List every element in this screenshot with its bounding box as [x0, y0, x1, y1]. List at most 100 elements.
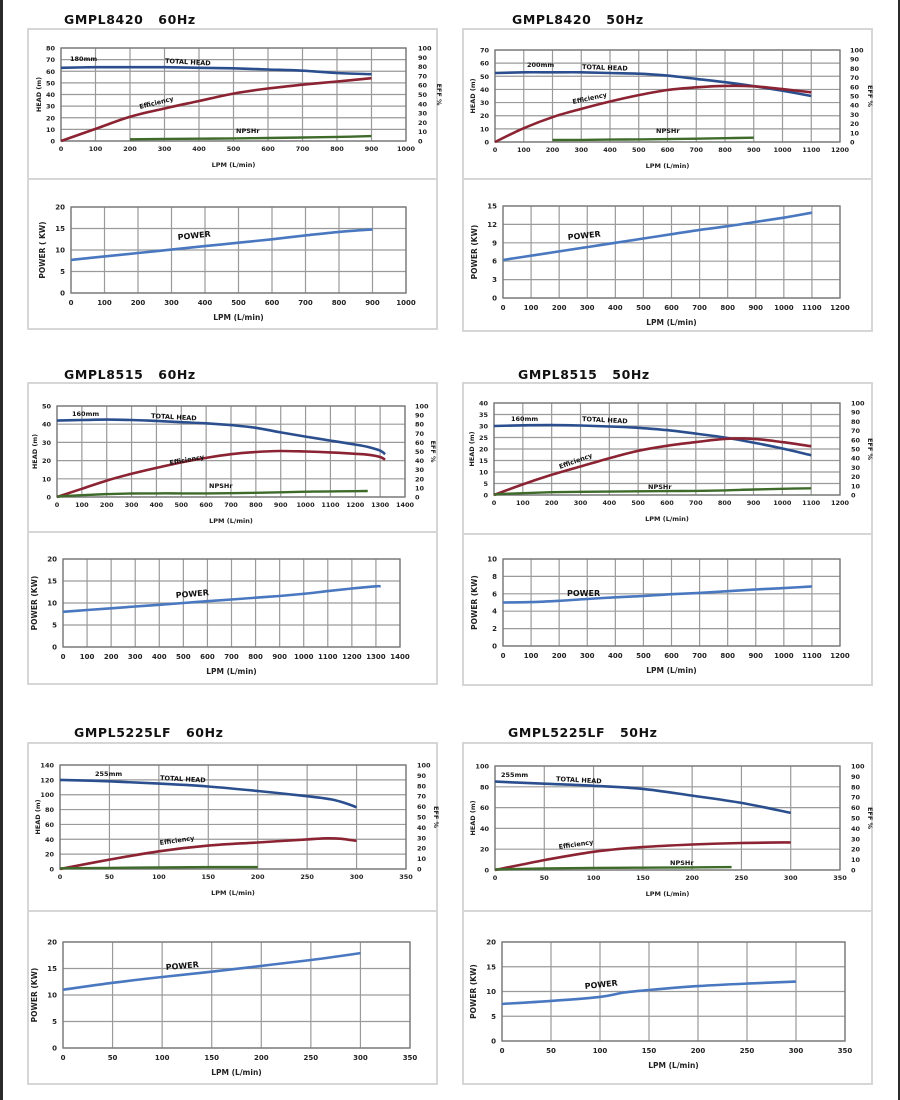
gmpl8515-50hz-head-y2tick-label: 60 — [851, 436, 861, 444]
gmpl8420-60hz-head-y2tick-label: 100 — [418, 45, 432, 53]
gmpl8420-50hz-power-xtick-label: 300 — [580, 304, 595, 312]
gmpl8515-60hz-head-xtick-label: 600 — [199, 501, 213, 509]
gmpl8420-60hz-power-xtick-label: 100 — [97, 299, 112, 307]
gmpl8420-60hz-power-y-axis-label: POWER ( KW) — [38, 221, 47, 278]
gmpl8515-50hz-head-y2tick-label: 40 — [851, 455, 861, 463]
gmpl5225lf-60hz-power-xtick-label: 250 — [304, 1054, 319, 1062]
gmpl8515-50hz-head-xtick-label: 200 — [545, 499, 559, 507]
gmpl8420-50hz-power-ytick-label: 6 — [492, 258, 497, 266]
gmpl8420-60hz-head-x-axis-label: LPM (L/min) — [212, 161, 256, 169]
gmpl8515-50hz-power-ytick-label: 4 — [492, 608, 497, 616]
gmpl5225lf-50hz-power-x-axis-label: LPM (L/min) — [648, 1061, 698, 1070]
gmpl8420-60hz-head-y-axis-label: HEAD (m) — [35, 77, 43, 112]
gmpl8420-60hz-head-y2tick-label: 90 — [418, 54, 428, 62]
gmpl8420-50hz-head-series-efficiency — [494, 84, 812, 144]
gmpl8420-50hz-head-ytick-label: 0 — [484, 139, 489, 147]
gmpl8515-60hz-head-y2tick-label: 20 — [415, 475, 425, 483]
gmpl8420-50hz-head-series-npshr — [552, 136, 754, 142]
gmpl5225lf-50hz-head-npshr-label: NPSHr — [670, 859, 694, 867]
frame-gmpl8515-60hz-power — [27, 531, 438, 685]
gmpl8515-50hz-power-xtick-label: 200 — [552, 652, 567, 660]
gmpl8515-50hz-power-power-label: POWER — [567, 589, 600, 598]
gmpl8515-60hz-head-xtick-label: 800 — [249, 501, 263, 509]
chart-title-gmpl8515-50hz: GMPL8515 50Hz — [518, 367, 650, 382]
gmpl8420-50hz-head-y2tick-label: 0 — [850, 139, 855, 147]
gmpl5225lf-50hz-power-xtick-label: 350 — [838, 1047, 853, 1055]
gmpl5225lf-60hz-head-xtick-label: 350 — [399, 873, 413, 881]
gmpl8420-60hz-head-ytick-label: 0 — [50, 138, 55, 146]
gmpl5225lf-60hz-head-efficiency-label: Efficiency — [159, 834, 195, 847]
gmpl8420-50hz-head-y2tick-label: 40 — [850, 102, 860, 110]
gmpl5225lf-60hz-power-ytick-label: 0 — [52, 1045, 57, 1053]
gmpl8515-60hz-head-y-axis-label: HEAD (m) — [31, 434, 39, 469]
gmpl8515-60hz-head-total-head-label: TOTAL HEAD — [151, 412, 198, 422]
frame-gmpl8515-60hz-head — [27, 382, 438, 533]
frame-gmpl5225lf-50hz-power — [462, 910, 873, 1085]
gmpl8420-60hz-head-y2tick-label: 0 — [418, 138, 423, 146]
gmpl8420-50hz-power-xtick-label: 800 — [720, 304, 735, 312]
gmpl8420-50hz-head-ytick-label: 70 — [480, 47, 490, 55]
gmpl8515-60hz-power-xtick-label: 1300 — [366, 653, 386, 661]
gmpl8515-60hz-head-y2tick-label: 0 — [415, 494, 420, 502]
gmpl8515-50hz-head-impeller-label: 160mm — [511, 415, 538, 423]
gmpl8420-60hz-head-xtick-label: 400 — [192, 145, 206, 153]
gmpl8420-60hz-head-series-total-head — [60, 65, 372, 76]
gmpl8420-50hz-power-plot-area — [502, 205, 841, 299]
gmpl8420-50hz-head-plot-area — [494, 49, 841, 143]
gmpl8420-60hz-power-ytick-label: 20 — [55, 204, 65, 212]
gmpl8420-60hz-head-series-efficiency — [60, 76, 372, 143]
gmpl8515-50hz-head-y2tick-label: 80 — [851, 418, 861, 426]
gmpl5225lf-50hz-head-xtick-label: 0 — [493, 874, 498, 882]
gmpl8420-60hz-head-y2tick-label: 30 — [418, 110, 428, 118]
gmpl8515-60hz-head-xtick-label: 1200 — [346, 501, 365, 509]
gmpl8515-60hz-power-xtick-label: 100 — [80, 653, 95, 661]
gmpl5225lf-60hz-power-xtick-label: 300 — [353, 1054, 368, 1062]
gmpl8420-50hz-power-xtick-label: 700 — [692, 304, 707, 312]
chart-title-gmpl8420-50hz: GMPL8420 50Hz — [512, 12, 644, 27]
gmpl8515-60hz-power-xtick-label: 1000 — [294, 653, 314, 661]
gmpl8515-60hz-head-y2tick-label: 40 — [415, 457, 425, 465]
gmpl8515-60hz-power-xtick-label: 500 — [176, 653, 191, 661]
gmpl8515-60hz-head-y2tick-label: 60 — [415, 439, 425, 447]
gmpl5225lf-50hz-head-y2tick-label: 50 — [851, 815, 861, 823]
gmpl5225lf-60hz-head-ytick-label: 120 — [40, 776, 54, 784]
gmpl8515-50hz-head-y2tick-label: 70 — [851, 427, 861, 435]
gmpl5225lf-50hz-power-series-power — [501, 980, 797, 1006]
gmpl8420-60hz-head-ytick-label: 10 — [46, 126, 56, 134]
gmpl8515-50hz-head-ytick-label: 0 — [483, 492, 488, 500]
gmpl8515-50hz-head-xtick-label: 1100 — [802, 499, 821, 507]
gmpl8515-50hz-head-y2-axis-label: EFF % — [866, 438, 874, 461]
gmpl8420-60hz-head-ytick-label: 60 — [46, 68, 56, 76]
gmpl8420-50hz-head-xtick-label: 1000 — [773, 146, 792, 154]
gmpl5225lf-60hz-head-ytick-label: 60 — [45, 821, 55, 829]
gmpl8420-60hz-head-ytick-label: 20 — [46, 114, 56, 122]
gmpl8515-50hz-power-ytick-label: 8 — [492, 573, 497, 581]
gmpl8515-50hz-power-xtick-label: 900 — [748, 652, 763, 660]
gmpl5225lf-60hz-head-ytick-label: 0 — [49, 866, 54, 874]
gmpl8515-60hz-power-xtick-label: 400 — [152, 653, 167, 661]
gmpl8420-60hz-power-xtick-label: 900 — [365, 299, 380, 307]
gmpl8420-50hz-head-xtick-label: 1200 — [831, 146, 850, 154]
gmpl5225lf-50hz-power-ytick-label: 20 — [486, 939, 496, 947]
gmpl8420-60hz-head-impeller-label: 180mm — [70, 55, 97, 63]
gmpl8420-50hz-head-y2tick-label: 70 — [850, 74, 860, 82]
gmpl8515-50hz-head-y2tick-label: 90 — [851, 409, 861, 417]
gmpl8420-50hz-power-ytick-label: 3 — [492, 276, 497, 284]
gmpl8420-50hz-head-y2tick-label: 10 — [850, 129, 860, 137]
gmpl8515-50hz-head-series-total-head — [493, 423, 812, 457]
gmpl8420-60hz-power-x-axis-label: LPM (L/min) — [213, 313, 263, 322]
gmpl8420-50hz-head-xtick-label: 100 — [517, 146, 531, 154]
gmpl5225lf-50hz-head-y2tick-label: 10 — [851, 856, 861, 864]
gmpl8420-60hz-power-xtick-label: 0 — [69, 299, 74, 307]
gmpl8515-50hz-power-xtick-label: 1200 — [830, 652, 850, 660]
gmpl8515-50hz-power-xtick-label: 600 — [664, 652, 679, 660]
gmpl8420-60hz-head-y2tick-label: 80 — [418, 63, 428, 71]
gmpl8420-60hz-head-xtick-label: 1000 — [397, 145, 416, 153]
gmpl8515-60hz-power-xtick-label: 300 — [128, 653, 143, 661]
gmpl8420-60hz-head-xtick-label: 500 — [227, 145, 241, 153]
gmpl5225lf-60hz-head-y2tick-label: 30 — [417, 834, 427, 842]
gmpl5225lf-50hz-head-series-total-head — [494, 780, 791, 815]
gmpl8515-60hz-power-ytick-label: 20 — [47, 556, 57, 564]
gmpl8515-60hz-head-xtick-label: 700 — [224, 501, 238, 509]
gmpl5225lf-50hz-power-plot-area — [501, 941, 846, 1042]
